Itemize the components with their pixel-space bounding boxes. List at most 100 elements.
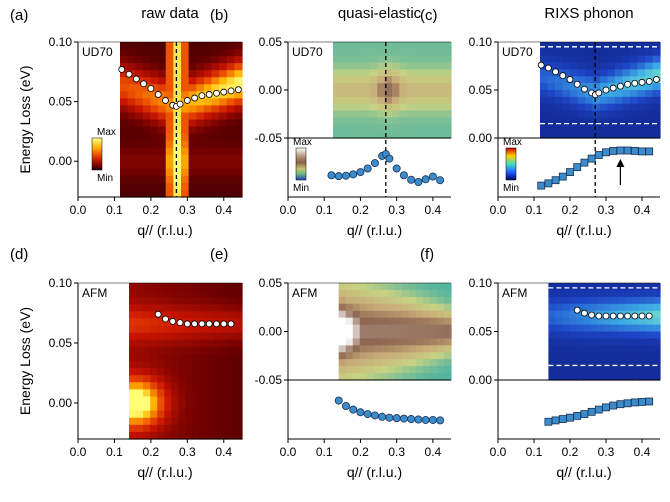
heatmap-cell bbox=[429, 331, 438, 340]
intensity-point bbox=[580, 410, 589, 419]
x-tick-label: 0.4 bbox=[425, 445, 442, 459]
heatmap-cell bbox=[199, 396, 208, 405]
heatmap-cell bbox=[338, 296, 347, 305]
heatmap-cell bbox=[401, 310, 410, 319]
heatmap-cell bbox=[443, 124, 452, 132]
heatmap-cell bbox=[653, 317, 661, 326]
heatmap-cell bbox=[366, 289, 375, 298]
heatmap-cell bbox=[570, 117, 579, 125]
heatmap-cell bbox=[646, 352, 654, 360]
heatmap-cell bbox=[366, 317, 375, 326]
heatmap-cell bbox=[158, 126, 167, 135]
heatmap-cell bbox=[392, 117, 400, 125]
heatmap-cell bbox=[220, 339, 229, 348]
heatmap-cell bbox=[188, 84, 197, 92]
heatmap-cell bbox=[570, 124, 579, 132]
heatmap-cell bbox=[347, 48, 356, 57]
heatmap-cell bbox=[136, 431, 144, 440]
heatmap-cell bbox=[399, 90, 408, 98]
heatmap-cell bbox=[203, 112, 213, 121]
heatmap-cell bbox=[443, 83, 452, 91]
heatmap-cell bbox=[157, 431, 165, 440]
intensity-point bbox=[356, 168, 365, 177]
heatmap-cell bbox=[199, 361, 208, 369]
heatmap-cell bbox=[219, 175, 228, 184]
heatmap-cell bbox=[338, 352, 347, 360]
heatmap-cell bbox=[597, 366, 605, 374]
heatmap-cell bbox=[406, 83, 415, 91]
heatmap-cell bbox=[577, 69, 586, 77]
heatmap-cell bbox=[127, 126, 136, 135]
heatmap-cell bbox=[188, 126, 197, 135]
heatmap-cell bbox=[394, 303, 403, 312]
heatmap-cell bbox=[415, 345, 424, 353]
heatmap-cell bbox=[359, 283, 368, 291]
x-tick-label: 0.2 bbox=[143, 203, 160, 217]
heatmap-cell bbox=[227, 361, 236, 369]
heatmap-cell bbox=[406, 76, 415, 84]
heatmap-cell bbox=[632, 366, 640, 374]
heatmap-cell bbox=[394, 283, 403, 291]
heatmap-cell bbox=[211, 49, 220, 57]
intensity-point bbox=[602, 148, 610, 157]
heatmap-cell bbox=[436, 55, 445, 64]
heatmap-cell bbox=[340, 124, 349, 132]
heatmap-cell bbox=[590, 338, 598, 346]
heatmap-cell bbox=[369, 131, 378, 139]
intensity-point bbox=[385, 154, 394, 163]
heatmap-cell bbox=[359, 324, 368, 333]
heatmap-cell bbox=[422, 338, 431, 346]
heatmap-cell bbox=[422, 310, 431, 319]
heatmap-cell bbox=[422, 317, 431, 326]
intensity-point bbox=[630, 147, 639, 155]
heatmap-cell bbox=[611, 338, 619, 346]
intensity-point bbox=[544, 179, 553, 188]
heatmap-cell bbox=[227, 353, 236, 362]
heatmap-cell bbox=[333, 42, 341, 50]
heatmap-cell bbox=[615, 124, 624, 132]
heatmap-cell bbox=[428, 42, 437, 50]
heatmap-cell bbox=[359, 331, 368, 340]
heatmap-cell bbox=[206, 311, 215, 320]
heatmap-cell bbox=[206, 283, 215, 291]
heatmap-cell bbox=[399, 76, 408, 84]
heatmap-cell bbox=[637, 124, 646, 132]
heatmap-cell bbox=[548, 283, 556, 291]
heatmap-cell bbox=[203, 189, 213, 198]
sample-label: UD70 bbox=[82, 45, 113, 59]
heatmap-cell bbox=[355, 55, 364, 64]
heatmap-cell bbox=[639, 345, 647, 353]
heatmap-cell bbox=[401, 345, 410, 353]
heatmap-cell bbox=[355, 83, 364, 91]
heatmap-cell bbox=[421, 76, 430, 84]
heatmap-cell bbox=[585, 48, 594, 57]
heatmap-cell bbox=[408, 310, 417, 319]
heatmap-cell bbox=[548, 289, 556, 298]
heatmap-cell bbox=[178, 410, 187, 419]
heatmap-cell bbox=[185, 417, 194, 426]
heatmap-cell bbox=[392, 48, 400, 57]
intensity-point bbox=[334, 172, 343, 181]
heatmap-cell bbox=[547, 110, 556, 119]
heatmap-cell bbox=[562, 310, 570, 319]
heatmap-cell bbox=[173, 126, 182, 135]
heatmap-cell bbox=[150, 353, 158, 362]
heatmap-cell bbox=[150, 147, 159, 156]
heatmap-cell bbox=[173, 77, 182, 85]
heatmap-cell bbox=[436, 103, 445, 112]
heatmap-cell bbox=[377, 131, 386, 139]
heatmap-cell bbox=[392, 76, 400, 84]
heatmap-cell bbox=[637, 55, 646, 64]
heatmap-cell bbox=[227, 389, 236, 398]
heatmap-cell bbox=[632, 345, 640, 353]
heatmap-cell bbox=[394, 366, 403, 374]
heatmap-cell bbox=[653, 324, 661, 333]
x-tick-label: 0.0 bbox=[70, 203, 87, 217]
heatmap-cell bbox=[340, 69, 349, 77]
heatmap-cell bbox=[555, 324, 563, 333]
heatmap-cell bbox=[562, 131, 571, 139]
heatmap-cell bbox=[164, 346, 172, 355]
heatmap-cell bbox=[143, 318, 151, 327]
heatmap-cell bbox=[630, 103, 639, 112]
